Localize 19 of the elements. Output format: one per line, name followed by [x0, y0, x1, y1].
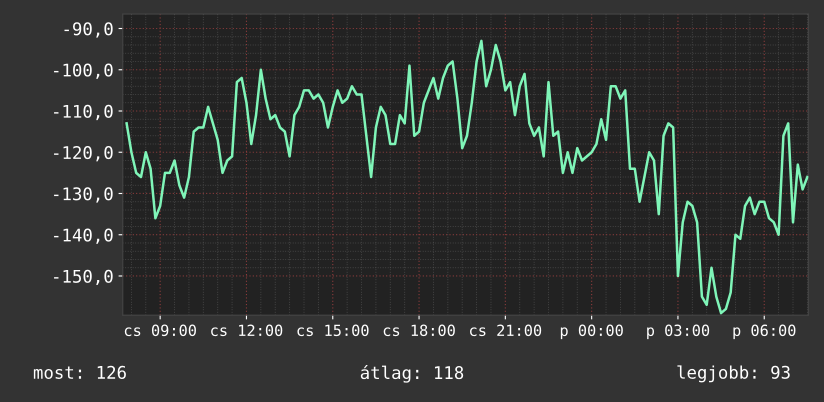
x-tick-label: cs 15:00	[297, 324, 369, 336]
x-tick-label: cs 18:00	[384, 324, 455, 336]
x-tick-label: p 00:00	[560, 324, 623, 340]
x-tick-label: p 06:00	[733, 324, 796, 340]
x-tick-label: cs 12:00	[211, 324, 282, 336]
y-tick-label: -120,0	[54, 146, 113, 162]
y-tick-label: -90,0	[64, 22, 113, 38]
text: átlag: 118	[360, 365, 464, 383]
line-series	[125, 40, 808, 314]
x-tick-label: p 03:00	[647, 324, 710, 340]
y-tick-label: -130,0	[54, 187, 113, 203]
y-tick-label: -100,0	[54, 64, 113, 79]
y-tick-label: -140,0	[54, 228, 113, 244]
x-tick-label: cs 09:00	[124, 324, 196, 336]
text: most: 126	[34, 366, 126, 379]
text: legjobb: 93	[677, 365, 790, 382]
y-tick-label: -110,0	[54, 104, 113, 120]
x-tick-label: cs 21:00	[470, 324, 542, 336]
y-tick-label: -150,0	[54, 270, 113, 286]
